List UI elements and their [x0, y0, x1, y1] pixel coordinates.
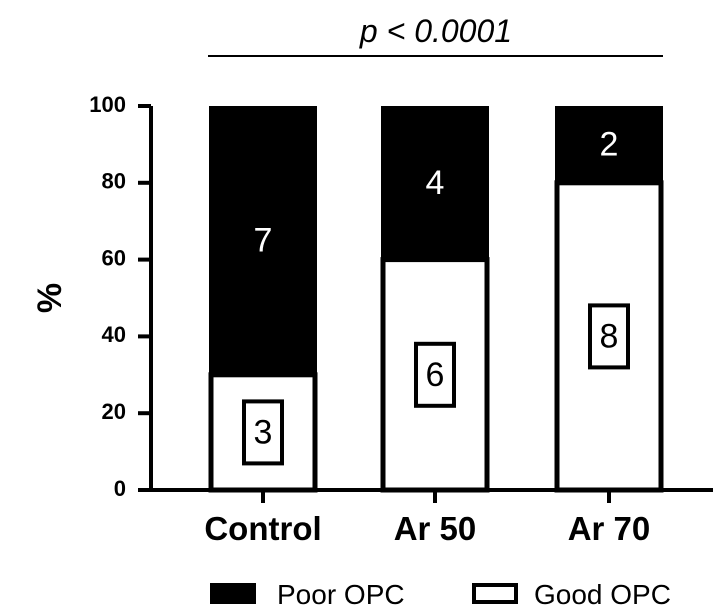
y-tick-label: 0: [114, 476, 126, 501]
count-label-good-opc-control: 3: [254, 413, 273, 451]
x-tick-label-control: Control: [204, 510, 321, 547]
count-label-good-opc-ar-70: 8: [600, 317, 619, 355]
bar-poor-opc-ar-70: [555, 106, 663, 183]
count-label-poor-opc-ar-50: 4: [426, 164, 445, 202]
bar-poor-opc-ar-50: [381, 106, 489, 260]
legend: Poor OPC Good OPC: [210, 579, 671, 610]
y-tick-label: 20: [102, 399, 126, 424]
legend-label-good-opc: Good OPC: [534, 579, 671, 610]
legend-label-poor-opc: Poor OPC: [277, 579, 405, 610]
bar-poor-opc-control: [209, 106, 317, 375]
x-axis-ticks: Control Ar 50 Ar 70: [204, 490, 650, 547]
count-box-good-opc-ar-50: [414, 341, 456, 408]
legend-swatch-good-opc: [472, 583, 518, 604]
count-box-good-opc-control: [242, 399, 284, 466]
count-label-good-opc-ar-50: 6: [426, 356, 445, 394]
x-tick-label-ar-50: Ar 50: [394, 510, 477, 547]
y-tick-label: 40: [102, 322, 126, 347]
count-label-poor-opc-control: 7: [254, 221, 273, 259]
y-axis-ticks: 0 20 40 60 80 100: [89, 92, 151, 501]
legend-swatch-poor-opc: [210, 583, 256, 604]
count-box-good-opc-ar-70: [588, 303, 630, 370]
y-tick-label: 100: [89, 92, 126, 117]
p-value-annotation: p < 0.0001: [359, 13, 512, 49]
y-tick-label: 80: [102, 169, 126, 194]
count-label-poor-opc-ar-70: 2: [600, 125, 619, 163]
x-tick-label-ar-70: Ar 70: [568, 510, 651, 547]
y-tick-label: 60: [102, 245, 126, 270]
bars: 7 3 4 6 2 8: [208, 106, 664, 493]
y-axis-label: %: [31, 283, 69, 313]
